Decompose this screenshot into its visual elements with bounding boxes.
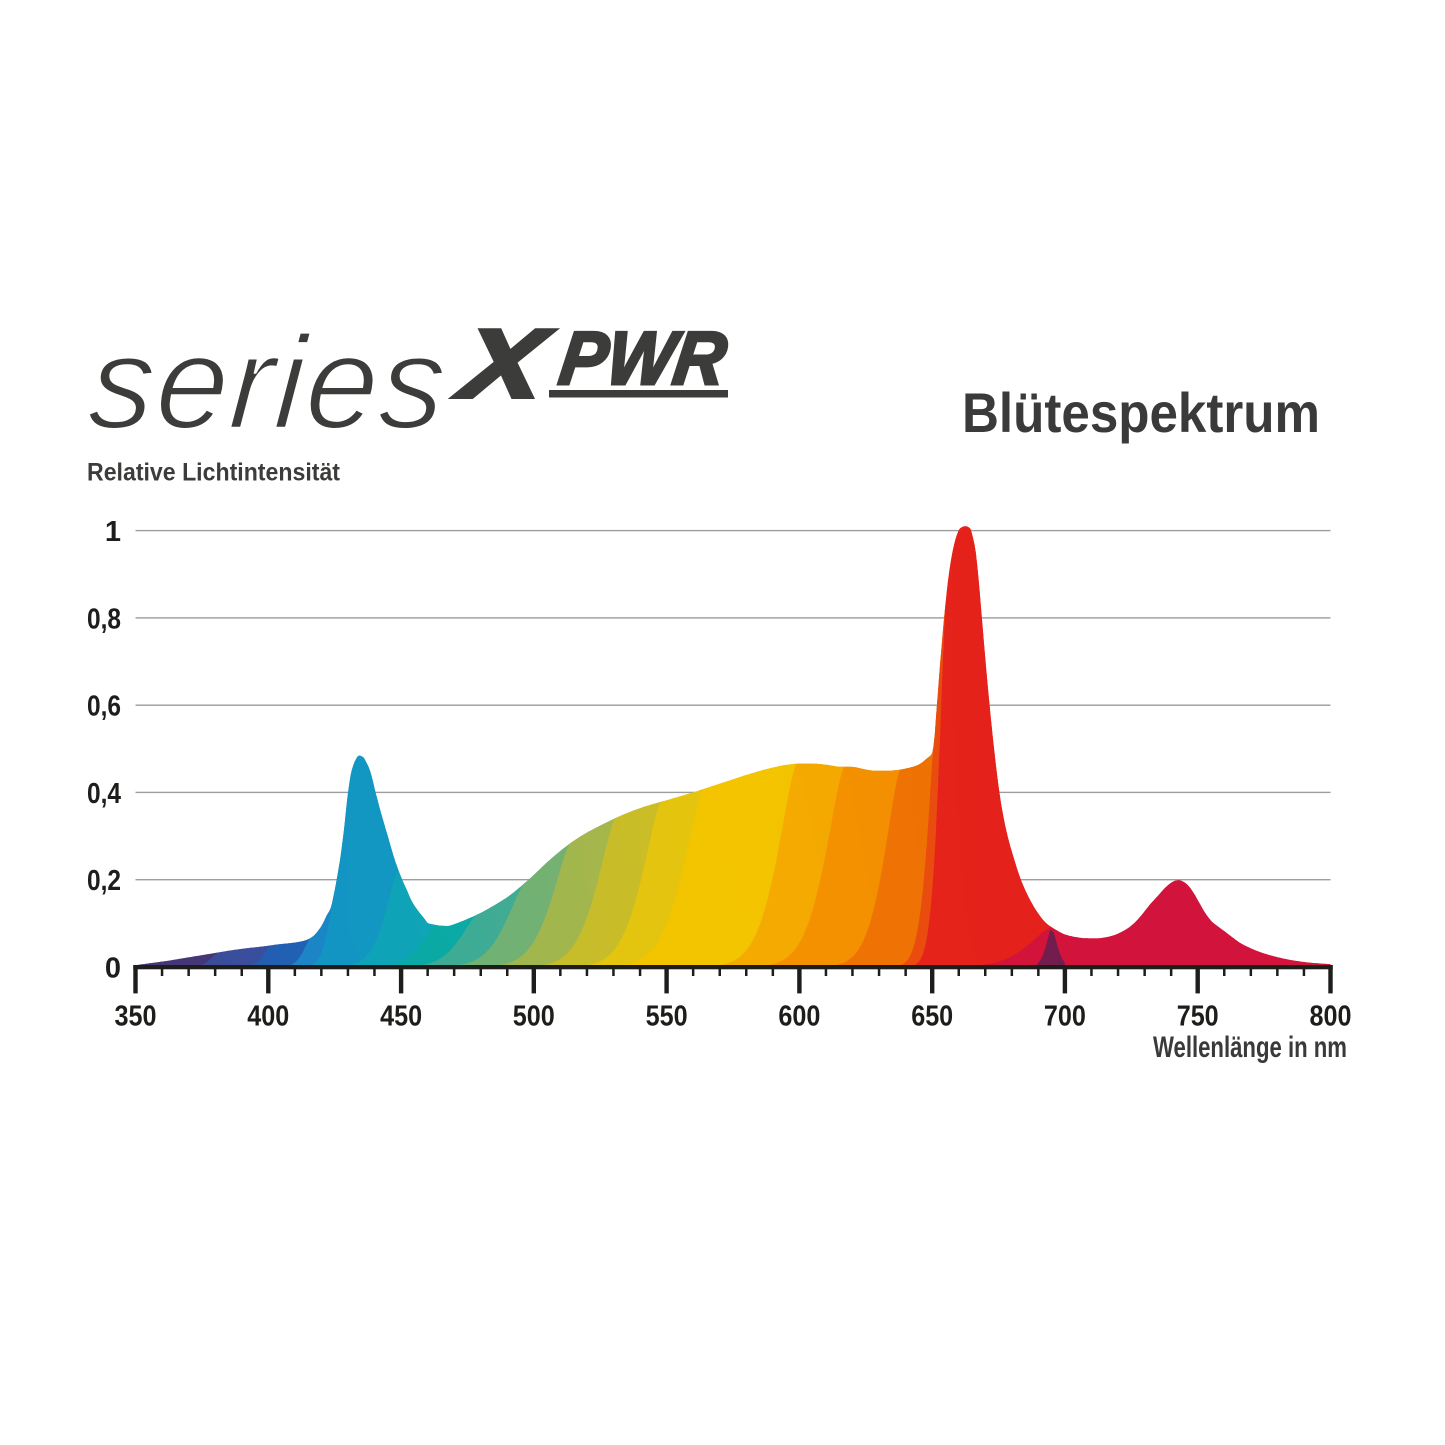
svg-text:Wellenlänge in nm: Wellenlänge in nm [1153,1031,1347,1064]
svg-text:400: 400 [247,1001,289,1033]
svg-text:0,6: 0,6 [87,691,121,723]
svg-text:0,4: 0,4 [87,778,121,810]
svg-text:750: 750 [1177,1001,1219,1033]
svg-text:1: 1 [105,516,121,548]
svg-text:0,2: 0,2 [87,865,121,897]
svg-text:0: 0 [105,953,121,985]
svg-text:series: series [85,309,452,457]
svg-text:Blütespektrum: Blütespektrum [962,381,1320,444]
svg-text:800: 800 [1310,1001,1352,1033]
svg-text:Relative Lichtintensität: Relative Lichtintensität [87,459,341,487]
svg-text:700: 700 [1044,1001,1086,1033]
svg-text:PWR: PWR [555,316,732,400]
svg-text:550: 550 [646,1001,688,1033]
svg-text:500: 500 [513,1001,555,1033]
svg-text:350: 350 [115,1001,157,1033]
svg-text:450: 450 [380,1001,422,1033]
svg-text:650: 650 [911,1001,953,1033]
svg-text:600: 600 [778,1001,820,1033]
svg-text:0,8: 0,8 [87,603,121,635]
